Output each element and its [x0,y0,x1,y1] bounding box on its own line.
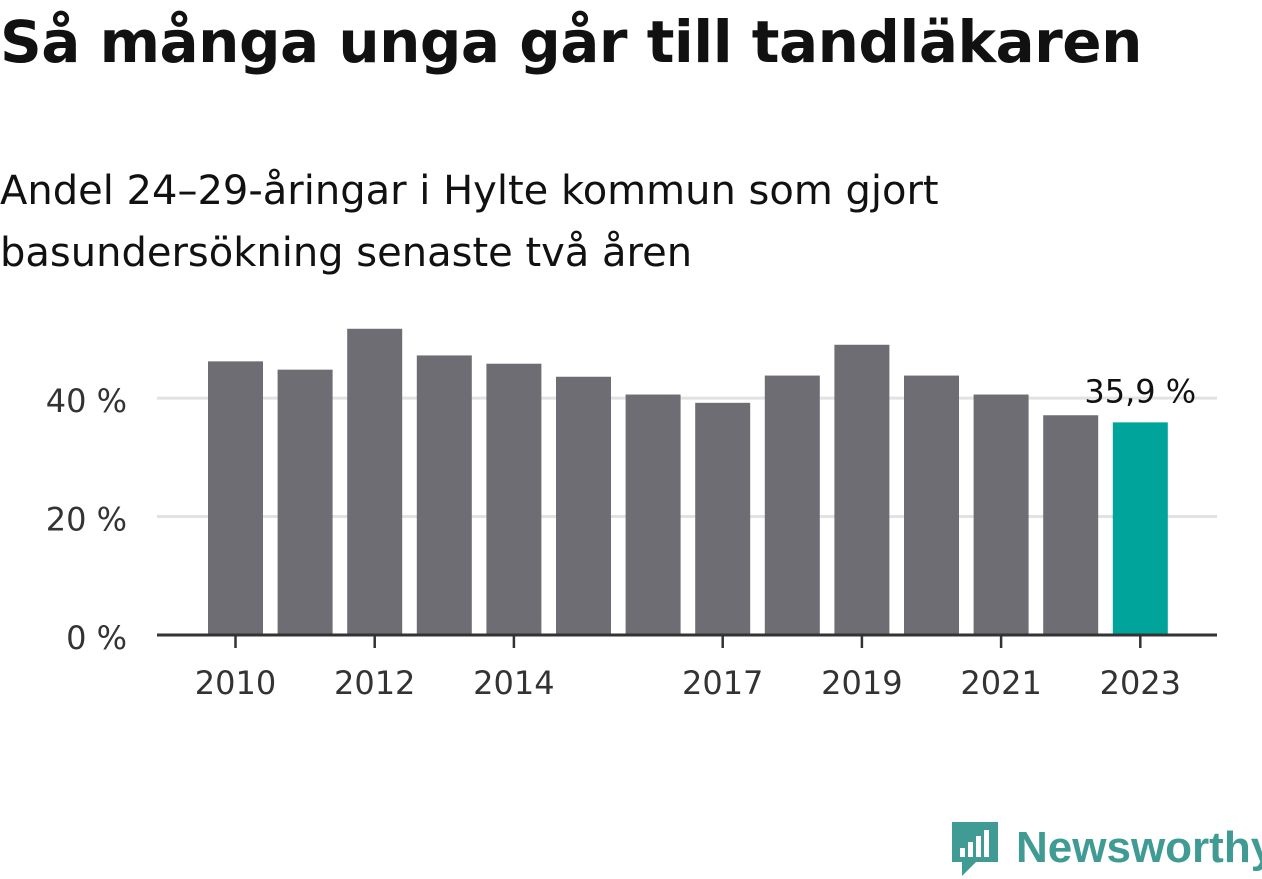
y-tick-label: 40 % [46,382,127,420]
x-tick-label: 2021 [960,664,1041,702]
x-tick-label: 2019 [821,664,902,702]
data-label-2023: 35,9 % [1084,372,1196,410]
bar-2018 [764,375,820,635]
y-axis-tick-labels: 0 % 20 % 40 % [46,382,127,657]
bar-2016 [625,394,681,635]
bars [208,328,1168,635]
bar-2020 [904,375,959,635]
gridlines [157,396,1217,519]
bar-2023 [1112,422,1168,635]
bar-2022 [1043,415,1099,635]
x-tick-label: 2023 [1100,664,1181,702]
brand-name: Newsworthy [1016,823,1262,872]
x-tick-label: 2014 [473,664,554,702]
y-tick-label: 0 % [66,619,127,657]
newsworthy-logo-icon [952,822,998,876]
bar-2021 [973,394,1029,635]
bar-2015 [556,376,611,635]
annotations: 35,9 % [1084,372,1196,410]
bar-2017 [695,402,751,635]
y-tick-label: 20 % [46,501,127,539]
bar-2011 [277,369,333,635]
bar-2014 [486,363,542,635]
x-axis-ticks: 2010 2012 2014 2017 2019 2021 2023 [195,635,1181,702]
chart-title: Så många unga går till tandläkaren [0,8,1142,76]
bar-2012 [347,328,403,635]
x-tick-label: 2010 [195,664,276,702]
bar-2010 [208,361,263,635]
x-tick-label: 2012 [334,664,415,702]
chart-subtitle: Andel 24–29-åringar i Hylte kommun som g… [0,168,939,276]
bar-2019 [834,344,890,635]
bar-2013 [416,355,472,635]
brand: Newsworthy [950,818,1262,878]
x-tick-label: 2017 [682,664,763,702]
